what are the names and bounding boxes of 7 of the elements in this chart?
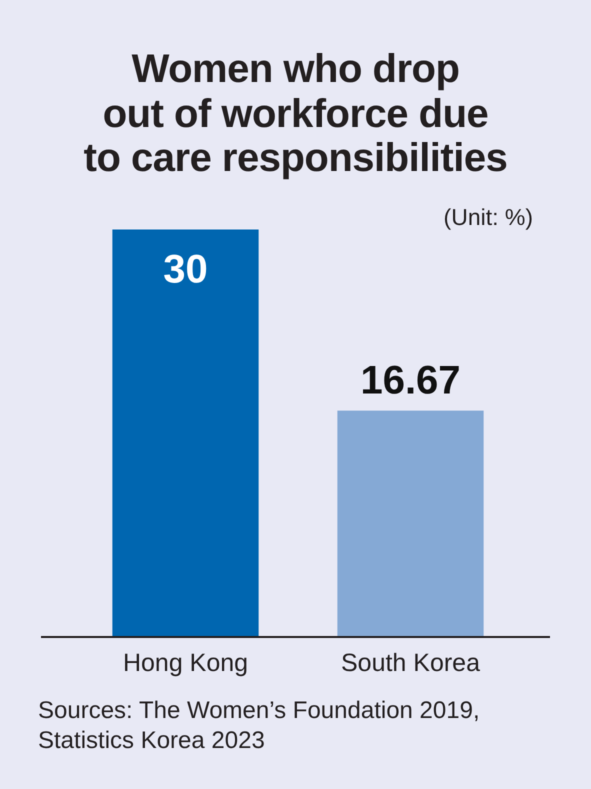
- data-label: 30: [163, 248, 208, 292]
- x-tick-label: South Korea: [341, 648, 480, 677]
- x-tick-label: Hong Kong: [122, 648, 248, 677]
- annotation: (Unit: %): [444, 203, 533, 231]
- data-label: 16.67: [360, 358, 461, 403]
- chart-title: Women who drop out of workforce due to care responsibilities: [82, 47, 508, 180]
- source-note: Sources: The Women’s Foundation 2019, Statistics Korea 2023: [38, 696, 481, 756]
